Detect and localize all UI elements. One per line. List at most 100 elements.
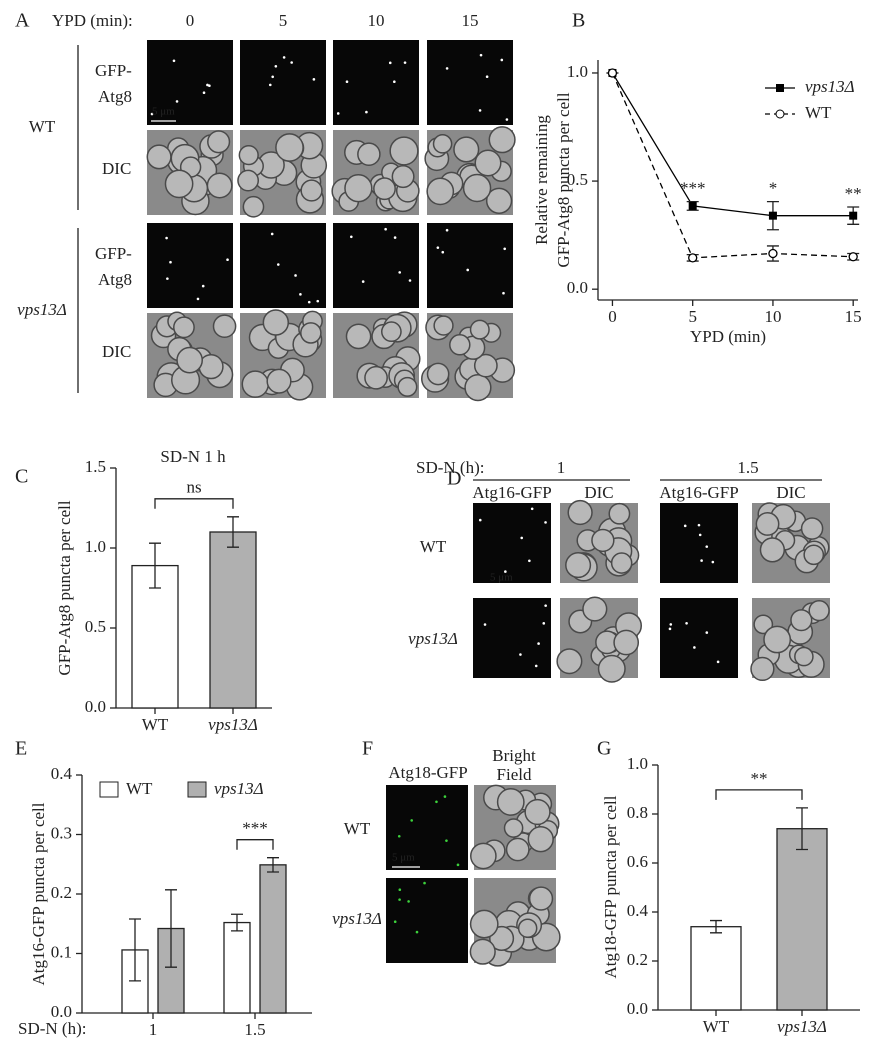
cell: [613, 629, 640, 656]
punctum: [393, 920, 397, 923]
bar: [223, 921, 251, 1014]
punctum: [271, 75, 274, 79]
punctum: [456, 863, 460, 867]
series-line: [611, 72, 854, 217]
punctum: [403, 61, 407, 64]
group-label: 1.5: [737, 458, 758, 477]
punctum: [299, 293, 302, 296]
error-bar: [227, 516, 239, 548]
fluorescence-image: [333, 40, 419, 125]
cell: [556, 648, 583, 675]
cell: [391, 165, 415, 189]
bar: [776, 828, 828, 1011]
column-label: Atg18-GFP: [388, 763, 467, 782]
y-tick-label: 0.4: [627, 901, 649, 920]
punctum: [398, 888, 402, 891]
legend-label: vps13Δ: [805, 77, 855, 96]
marker: [768, 248, 778, 259]
punctum: [528, 559, 531, 563]
y-axis-label: Atg16-GFP puncta per cell: [29, 802, 48, 985]
cell: [759, 537, 786, 563]
legend-label: WT: [126, 779, 153, 798]
column-label: DIC: [584, 483, 613, 502]
punctum: [445, 228, 449, 232]
cell: [794, 646, 814, 667]
y-tick-label: 1.0: [85, 537, 106, 556]
significance-bracket: [236, 839, 274, 850]
punctum: [436, 246, 440, 249]
panel-label: C: [15, 466, 28, 488]
punctum: [268, 83, 272, 87]
cell: [597, 654, 626, 683]
cell: [344, 174, 373, 203]
punctum: [407, 900, 410, 903]
cell: [470, 842, 497, 870]
cell: [750, 656, 775, 682]
cell: [364, 365, 388, 390]
y-axis-label-line: Relative remaining: [532, 115, 551, 245]
series-line: [611, 72, 854, 259]
punctum: [166, 277, 169, 280]
punctum: [669, 623, 673, 626]
cell: [241, 370, 270, 398]
cell: [528, 886, 554, 911]
punctum: [479, 53, 483, 57]
marker: [607, 68, 618, 78]
cell: [517, 918, 538, 938]
punctum: [711, 560, 715, 564]
cell: [803, 544, 825, 566]
y-tick-label: 0.0: [627, 999, 648, 1018]
x-tick-label: WT: [142, 715, 169, 734]
column-label: DIC: [776, 483, 805, 502]
channel-label: DIC: [102, 159, 131, 178]
punctum: [423, 881, 426, 885]
cell: [800, 517, 824, 540]
fluorescence-image: [333, 223, 419, 308]
punctum: [698, 533, 702, 537]
row-label: WT: [420, 537, 447, 556]
punctum: [361, 280, 365, 283]
error-bar: [129, 918, 141, 982]
punctum: [388, 61, 392, 65]
marker: [768, 211, 777, 220]
cell: [238, 145, 259, 166]
group-label: 1: [557, 458, 566, 477]
cell: [464, 373, 492, 402]
punctum: [290, 61, 293, 64]
column-label: Bright: [492, 746, 536, 765]
cell: [469, 319, 490, 340]
marker: [848, 252, 858, 262]
punctum: [408, 279, 412, 282]
punctum: [505, 118, 509, 121]
punctum: [716, 660, 720, 664]
scale-label: 5 μm: [392, 852, 415, 864]
cell: [582, 596, 608, 622]
cell: [176, 346, 203, 374]
cell: [610, 552, 633, 574]
legend-marker: [776, 84, 784, 92]
header: YPD (min):: [52, 11, 133, 30]
annotation: *: [769, 179, 778, 198]
punctum: [312, 78, 316, 81]
fluorescence-image: [427, 40, 513, 125]
fluorescence-image: [473, 503, 551, 583]
cell: [753, 614, 774, 635]
bar: [131, 564, 179, 709]
cell: [505, 837, 530, 862]
punctum: [307, 300, 311, 304]
cell: [567, 499, 593, 526]
cell: [300, 322, 322, 344]
punctum: [208, 84, 211, 88]
column-label: 5: [279, 11, 288, 30]
significance-bracket: [715, 789, 803, 800]
column-label: Atg16-GFP: [472, 483, 551, 502]
punctum: [202, 91, 206, 94]
punctum: [537, 642, 540, 645]
fluorescence-image: [386, 785, 468, 870]
punctum: [169, 260, 172, 264]
punctum: [336, 112, 340, 115]
cell: [453, 136, 480, 163]
row-label: vps13Δ: [408, 629, 458, 648]
significance-bracket: [154, 498, 234, 509]
